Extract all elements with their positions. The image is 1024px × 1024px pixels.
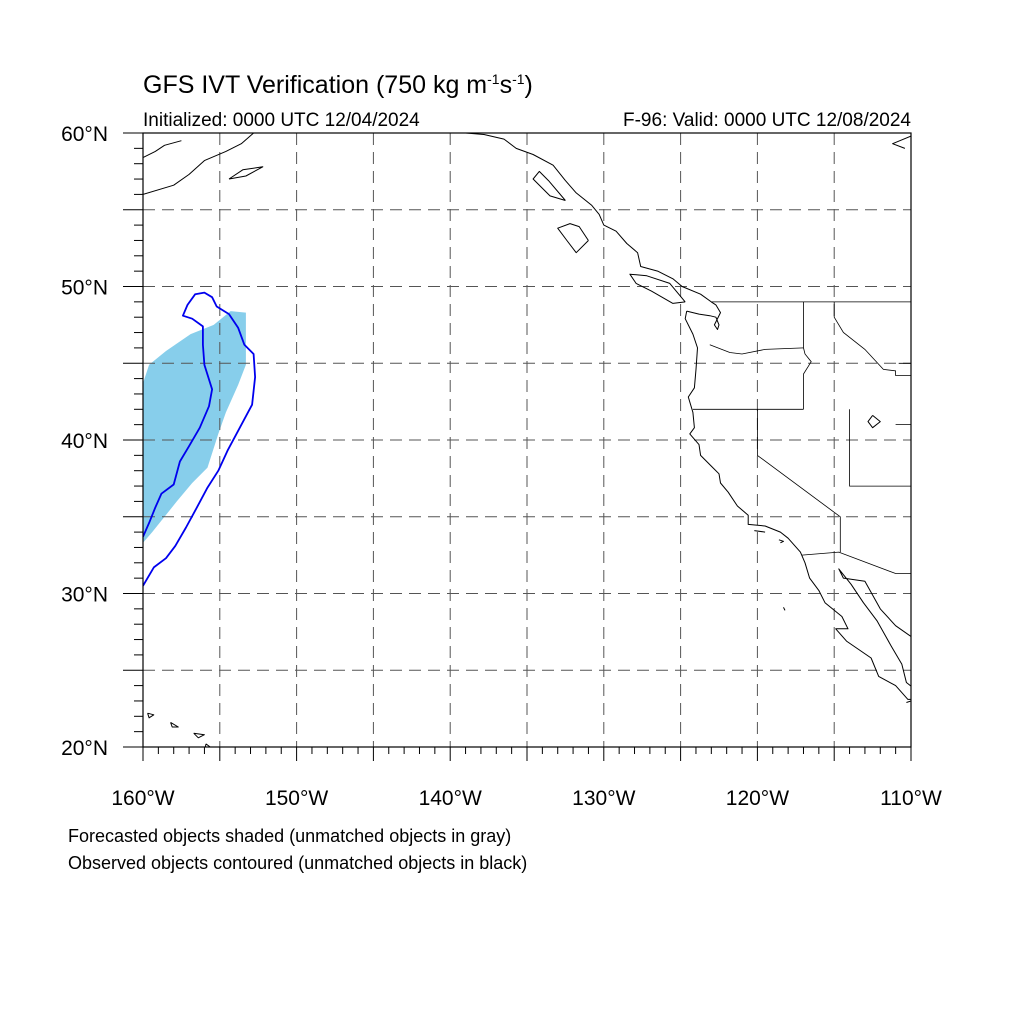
state-boundary [849,409,911,487]
coastline [193,732,205,739]
caption-forecast: Forecasted objects shaded (unmatched obj… [68,826,512,846]
state-boundary [833,301,911,376]
coastline [143,133,254,195]
coastline [532,170,566,201]
state-boundary [803,301,812,410]
lon-label: 160°W [111,787,174,810]
caption-observed: Observed objects contoured (unmatched ob… [68,853,528,873]
lon-label: 150°W [265,787,328,810]
axis-ticks [123,132,912,761]
coastline [783,607,786,611]
coastline [147,712,155,719]
coastline [465,133,721,330]
coastline [867,415,881,429]
coastline [170,721,179,728]
lat-label: 40°N [61,430,108,453]
gridlines [143,133,911,747]
lon-label: 110°W [880,787,942,810]
lat-label: 20°N [61,737,108,760]
coastline [778,539,784,544]
observed-objects [143,291,257,587]
lat-label: 30°N [61,584,108,607]
state-boundary [801,551,911,574]
state-boundary [709,344,804,355]
coastline [143,140,182,159]
lon-label: 130°W [572,787,635,810]
coastline [228,166,264,180]
valid-time: F-96: Valid: 0000 UTC 12/08/2024 [623,110,911,131]
lat-label: 50°N [61,277,108,300]
coastline [629,273,686,304]
coastline [892,135,911,149]
observed-object [143,291,257,587]
lon-label: 120°W [726,787,789,810]
axis-labels: 60°N 50°N 40°N 30°N 20°N 160°W 150°W 140°W 130°W… [61,123,942,810]
chart-title: GFS IVT Verification (750 kg m-1s-1) [143,71,533,99]
coastline [754,530,766,533]
state-boundary [895,362,911,426]
state-boundary [757,409,841,553]
lon-label: 140°W [419,787,482,810]
state-boundaries [692,301,911,574]
coastline [557,223,589,254]
coastlines [143,133,911,747]
forecast-object [143,311,246,543]
lat-label: 60°N [61,123,108,146]
forecast-objects [143,311,246,543]
initialized-time: Initialized: 0000 UTC 12/04/2024 [143,110,420,131]
coastline [684,311,911,700]
coastline [906,700,911,703]
